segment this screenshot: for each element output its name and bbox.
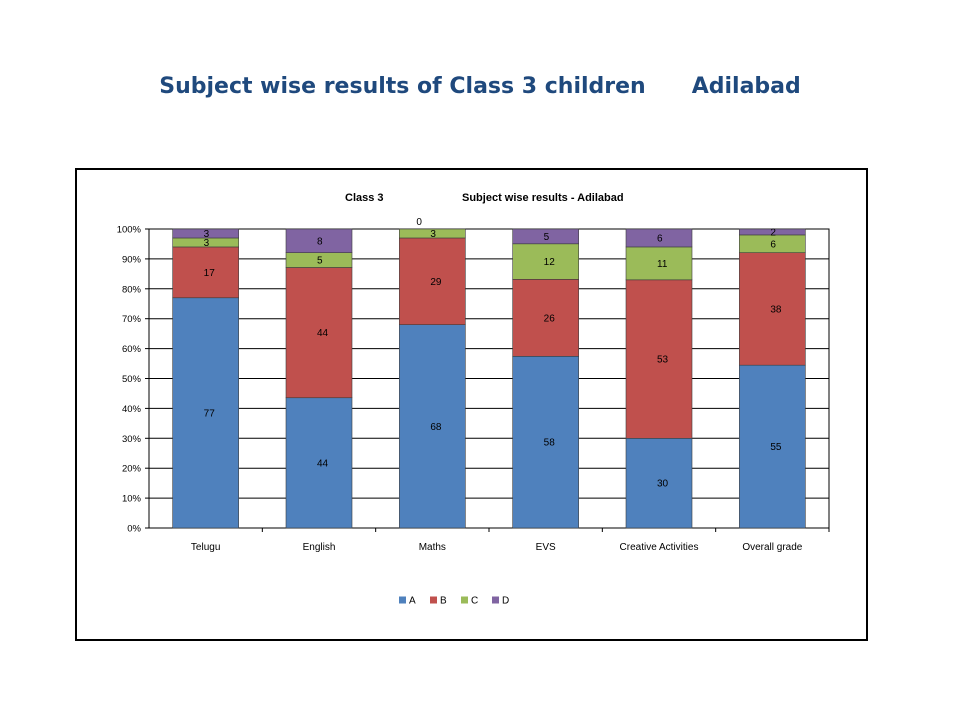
bar-segment xyxy=(399,324,466,529)
slide-title-district: Adilabad xyxy=(691,74,801,99)
legend: A B C D xyxy=(399,596,509,607)
data-label: 68 xyxy=(430,422,442,433)
y-tick-label: 40% xyxy=(122,404,142,415)
data-label: 3 xyxy=(204,229,210,240)
data-label: 5 xyxy=(544,232,550,243)
data-label: 29 xyxy=(430,277,442,288)
legend-swatch xyxy=(492,596,499,604)
bar-segment xyxy=(625,437,693,529)
data-label: 55 xyxy=(770,442,782,453)
bar-segment xyxy=(172,228,239,239)
bar-segment xyxy=(625,279,693,439)
y-tick-label: 70% xyxy=(122,314,142,325)
legend-swatch xyxy=(399,596,406,604)
bar-segment xyxy=(285,267,353,399)
data-label: 44 xyxy=(317,458,329,469)
data-label: 38 xyxy=(770,304,782,315)
x-axis-ticks: Telugu English Maths EVS Creative Activities… xyxy=(191,528,830,553)
bar-segment xyxy=(739,364,806,529)
stacked-bar-chart: Class 3 Subject wise results - Adilabad … xyxy=(117,192,830,607)
chart-title-class: Class 3 xyxy=(345,192,384,204)
bar-segment xyxy=(285,228,353,253)
x-tick-label: EVS xyxy=(536,542,556,553)
data-label: 3 xyxy=(430,229,436,240)
bar-segment xyxy=(739,228,806,236)
bar-segment xyxy=(512,355,579,529)
y-tick-label: 60% xyxy=(122,344,142,355)
y-tick-label: 30% xyxy=(122,434,142,445)
bar-segment xyxy=(625,246,693,281)
bar-segment xyxy=(739,252,806,366)
bar-segment xyxy=(512,279,579,357)
data-label: 53 xyxy=(657,355,669,366)
bar-segment xyxy=(172,297,239,529)
y-tick-label: 50% xyxy=(122,374,142,385)
data-label: 3 xyxy=(204,238,210,249)
chart-frame: Class 3 Subject wise results - Adilabad … xyxy=(75,168,868,641)
y-tick-label: 10% xyxy=(122,494,142,505)
chart-title-subject: Subject wise results - Adilabad xyxy=(462,192,624,204)
data-label: 11 xyxy=(657,259,668,270)
data-label: 77 xyxy=(204,408,216,419)
bar-segment xyxy=(399,237,466,325)
x-tick-label: English xyxy=(303,542,336,553)
x-tick-label: Maths xyxy=(419,542,446,553)
y-tick-label: 20% xyxy=(122,464,142,475)
data-label: 17 xyxy=(204,268,216,279)
y-axis-ticks: 0% 10% 20% 30% 40% 50% 60% 70% 80% 90% 100% xyxy=(117,225,149,535)
bar-segment xyxy=(512,228,579,245)
data-label: 12 xyxy=(544,257,556,268)
bar-segment xyxy=(625,228,693,248)
slide-title-main: Subject wise results of Class 3 children xyxy=(159,74,646,99)
y-tick-label: 0% xyxy=(127,524,141,535)
data-label: 26 xyxy=(544,313,556,324)
bar-segment xyxy=(285,397,353,529)
legend-swatch xyxy=(461,596,468,604)
y-tick-label: 90% xyxy=(122,254,142,265)
x-tick-label: Creative Activities xyxy=(620,542,699,553)
data-label: 8 xyxy=(317,236,323,247)
data-label: 30 xyxy=(657,479,669,490)
y-tick-label: 80% xyxy=(122,284,142,295)
bar-segment xyxy=(399,228,466,239)
legend-label: C xyxy=(471,596,478,607)
grid-lines xyxy=(148,228,830,529)
data-label: 6 xyxy=(770,239,776,250)
data-label: 0 xyxy=(416,217,422,228)
x-tick-label: Telugu xyxy=(191,542,220,553)
bar-segment xyxy=(512,243,579,280)
legend-label: B xyxy=(440,596,447,607)
legend-label: A xyxy=(409,596,416,607)
legend-swatch xyxy=(430,596,437,604)
data-label: 2 xyxy=(770,227,776,238)
data-label: 5 xyxy=(317,256,323,267)
slide-title: Subject wise results of Class 3 children… xyxy=(0,74,960,106)
x-tick-label: Overall grade xyxy=(742,542,802,553)
data-label: 58 xyxy=(544,438,556,449)
legend-label: D xyxy=(502,596,509,607)
data-label: 6 xyxy=(657,233,663,244)
bar-segment xyxy=(172,246,239,299)
y-tick-label: 100% xyxy=(117,225,142,236)
data-label: 44 xyxy=(317,328,329,339)
